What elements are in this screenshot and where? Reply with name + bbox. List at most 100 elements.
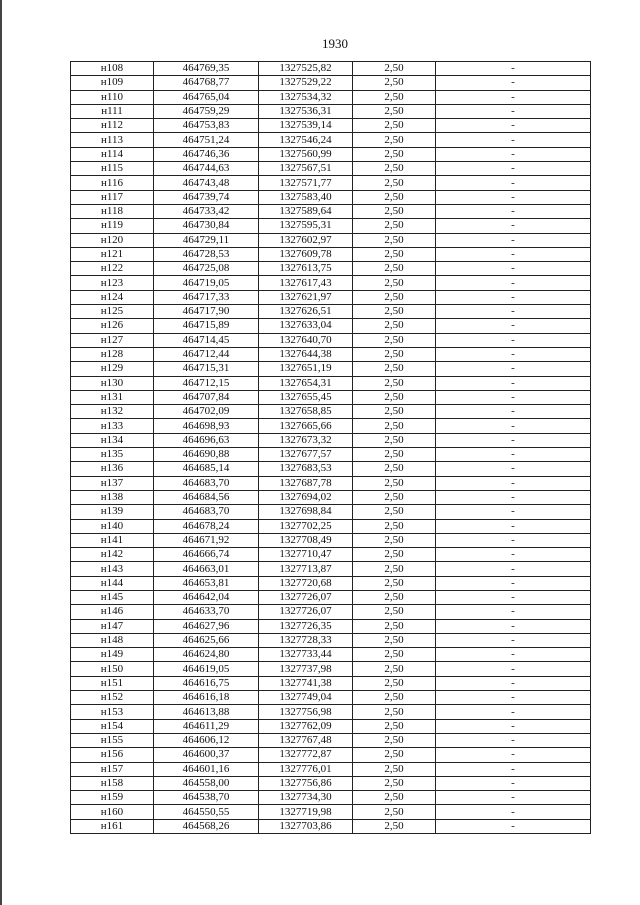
x-coordinate-cell: 464568,26	[153, 818, 259, 835]
accuracy-cell: 2,50	[352, 747, 436, 763]
note-cell: -	[435, 289, 591, 306]
accuracy-cell: 2,50	[352, 475, 436, 491]
table-row: н147 464627,96 1327726,35 2,50-	[70, 618, 591, 634]
y-coordinate-cell: 1327733,44	[258, 647, 353, 663]
note-cell: -	[435, 203, 591, 220]
table-row: н112 464753,83 1327539,14 2,50-	[70, 118, 591, 134]
x-coordinate-cell: 464702,09	[153, 404, 259, 420]
accuracy-cell: 2,50	[352, 361, 436, 377]
note-cell: -	[435, 647, 591, 663]
note-cell: -	[435, 818, 591, 835]
point-id-cell: н137	[70, 475, 154, 491]
accuracy-cell: 2,50	[352, 447, 436, 463]
table-row: н118 464733,42 1327589,64 2,50-	[70, 203, 591, 220]
note-cell: -	[435, 547, 591, 563]
x-coordinate-cell: 464625,66	[153, 632, 259, 649]
table-row: н121 464728,53 1327609,78 2,50-	[70, 246, 591, 263]
note-cell: -	[435, 518, 591, 534]
x-coordinate-cell: 464696,63	[153, 432, 259, 449]
x-coordinate-cell: 464616,75	[153, 675, 259, 692]
y-coordinate-cell: 1327613,75	[258, 261, 353, 277]
x-coordinate-cell: 464558,00	[153, 775, 259, 792]
table-row: н136 464685,14 1327683,53 2,50-	[70, 461, 591, 477]
y-coordinate-cell: 1327767,48	[258, 732, 353, 749]
y-coordinate-cell: 1327644,38	[258, 346, 353, 363]
y-coordinate-cell: 1327617,43	[258, 275, 353, 291]
point-id-cell: н117	[70, 189, 154, 205]
table-row: н115 464744,63 1327567,51 2,50-	[70, 161, 591, 177]
accuracy-cell: 2,50	[352, 461, 436, 477]
table-row: н137 464683,70 1327687,78 2,50-	[70, 475, 591, 491]
point-id-cell: н154	[70, 718, 154, 734]
table-row: н130 464712,15 1327654,31 2,50-	[70, 375, 591, 391]
table-row: н148 464625,66 1327728,33 2,50-	[70, 632, 591, 649]
y-coordinate-cell: 1327703,86	[258, 818, 353, 835]
point-id-cell: н135	[70, 447, 154, 463]
table-row: н128 464712,44 1327644,38 2,50-	[70, 346, 591, 363]
note-cell: -	[435, 475, 591, 491]
y-coordinate-cell: 1327539,14	[258, 118, 353, 134]
y-coordinate-cell: 1327525,82	[258, 60, 353, 77]
x-coordinate-cell: 464690,88	[153, 447, 259, 463]
table-row: н129 464715,31 1327651,19 2,50-	[70, 361, 591, 377]
table-row: н123 464719,05 1327617,43 2,50-	[70, 275, 591, 291]
point-id-cell: н124	[70, 289, 154, 306]
note-cell: -	[435, 604, 591, 620]
note-cell: -	[435, 675, 591, 692]
note-cell: -	[435, 804, 591, 820]
note-cell: -	[435, 404, 591, 420]
y-coordinate-cell: 1327694,02	[258, 489, 353, 506]
table-row: н133 464698,93 1327665,66 2,50-	[70, 418, 591, 434]
point-id-cell: н109	[70, 75, 154, 91]
y-coordinate-cell: 1327673,32	[258, 432, 353, 449]
table-row: н156 464600,37 1327772,87 2,50-	[70, 747, 591, 763]
table-row: н159 464538,70 1327734,30 2,50-	[70, 790, 591, 806]
note-cell: -	[435, 732, 591, 749]
x-coordinate-cell: 464606,12	[153, 732, 259, 749]
page-edge	[0, 0, 2, 905]
point-id-cell: н140	[70, 518, 154, 534]
y-coordinate-cell: 1327719,98	[258, 804, 353, 820]
table-row: н110 464765,04 1327534,32 2,50-	[70, 89, 591, 105]
table-row: н113 464751,24 1327546,24 2,50-	[70, 132, 591, 148]
table-row: н119 464730,84 1327595,31 2,50-	[70, 218, 591, 234]
x-coordinate-cell: 464663,01	[153, 561, 259, 577]
note-cell: -	[435, 704, 591, 720]
table-row: н127 464714,45 1327640,70 2,50-	[70, 332, 591, 348]
y-coordinate-cell: 1327710,47	[258, 547, 353, 563]
note-cell: -	[435, 790, 591, 806]
table-row: н146 464633,70 1327726,07 2,50-	[70, 604, 591, 620]
x-coordinate-cell: 464678,24	[153, 518, 259, 534]
point-id-cell: н127	[70, 332, 154, 348]
point-id-cell: н153	[70, 704, 154, 720]
note-cell: -	[435, 504, 591, 520]
point-id-cell: н145	[70, 589, 154, 606]
point-id-cell: н119	[70, 218, 154, 234]
point-id-cell: н157	[70, 761, 154, 777]
accuracy-cell: 2,50	[352, 575, 436, 591]
y-coordinate-cell: 1327651,19	[258, 361, 353, 377]
accuracy-cell: 2,50	[352, 604, 436, 620]
point-id-cell: н158	[70, 775, 154, 792]
note-cell: -	[435, 232, 591, 248]
accuracy-cell: 2,50	[352, 547, 436, 563]
y-coordinate-cell: 1327595,31	[258, 218, 353, 234]
note-cell: -	[435, 189, 591, 205]
note-cell: -	[435, 89, 591, 105]
accuracy-cell: 2,50	[352, 161, 436, 177]
accuracy-cell: 2,50	[352, 690, 436, 706]
x-coordinate-cell: 464715,89	[153, 318, 259, 334]
note-cell: -	[435, 389, 591, 406]
accuracy-cell: 2,50	[352, 304, 436, 320]
y-coordinate-cell: 1327737,98	[258, 661, 353, 677]
table-row: н120 464729,11 1327602,97 2,50-	[70, 232, 591, 248]
point-id-cell: н114	[70, 146, 154, 163]
y-coordinate-cell: 1327708,49	[258, 532, 353, 549]
y-coordinate-cell: 1327776,01	[258, 761, 353, 777]
point-id-cell: н133	[70, 418, 154, 434]
note-cell: -	[435, 304, 591, 320]
table-row: н131 464707,84 1327655,45 2,50-	[70, 389, 591, 406]
note-cell: -	[435, 418, 591, 434]
point-id-cell: н111	[70, 103, 154, 120]
point-id-cell: н131	[70, 389, 154, 406]
